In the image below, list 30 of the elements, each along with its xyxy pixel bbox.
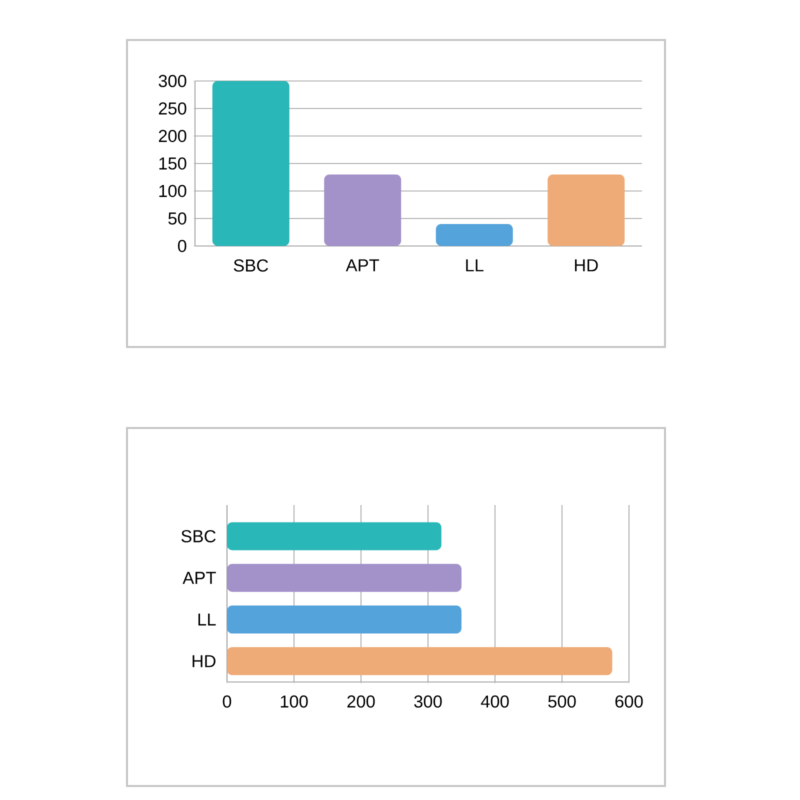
x-tick-label: APT [346,259,380,272]
x-tick-label: 600 [615,695,643,708]
y-tick-label: 0 [178,240,186,252]
y-tick-label: 50 [168,212,186,225]
x-tick-label: 100 [280,695,308,708]
bar [227,606,462,634]
bar [227,647,612,676]
y-tick-label: LL [198,614,216,626]
y-tick-label: 200 [158,130,186,142]
bar [227,522,442,550]
y-tick-label: HD [192,655,216,668]
x-tick-label: 300 [414,695,442,708]
x-tick-label: 400 [480,695,509,708]
y-tick-label: 150 [159,157,186,170]
y-tick-label: 100 [159,184,186,198]
y-tick-label: APT [182,572,216,584]
y-tick-label: SBC [181,530,216,542]
bar [212,81,290,246]
bar [436,224,513,246]
x-tick-label: LL [466,259,484,272]
bar [227,564,462,592]
bar [548,174,625,246]
y-tick-label: 250 [158,102,186,115]
x-tick-label: 500 [548,695,576,708]
y-tick-label: 300 [158,74,186,88]
x-tick-label: 200 [347,695,375,708]
x-tick-label: 0 [222,695,232,708]
x-tick-label: HD [575,259,598,272]
x-tick-label: SBC [234,259,268,272]
bar [324,174,402,246]
